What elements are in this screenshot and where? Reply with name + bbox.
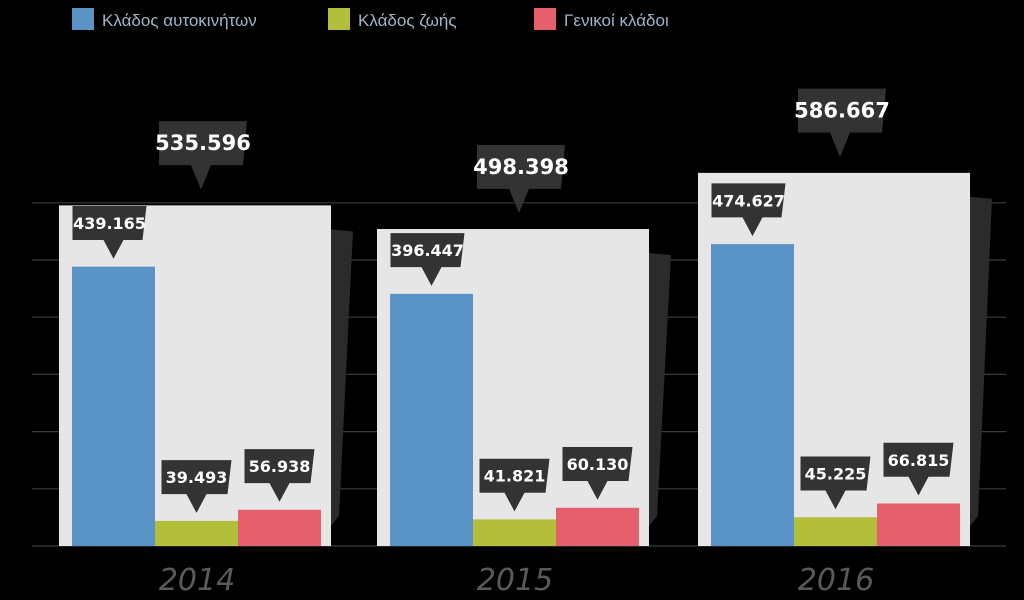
value-callout-text: 474.627 xyxy=(712,191,785,210)
value-callout: 66.815 xyxy=(883,442,954,496)
value-callout-box xyxy=(479,458,550,512)
value-callout-box xyxy=(800,456,871,510)
value-callout: 396.447 xyxy=(390,233,465,286)
value-callout: 60.130 xyxy=(562,447,633,500)
value-callout-box xyxy=(244,449,315,502)
total-callout-text: 498.398 xyxy=(473,155,569,179)
year-group: 439.165 39.493 56.938 535.596 2014 xyxy=(59,121,353,598)
bar xyxy=(238,509,321,546)
legend-label: Κλάδος ζωής xyxy=(358,11,457,30)
panel-shadow xyxy=(331,229,353,526)
value-callout: 41.821 xyxy=(479,458,550,512)
total-callout-text: 586.667 xyxy=(794,99,890,123)
bar xyxy=(794,517,877,546)
value-callout-box xyxy=(390,233,465,286)
legend-label: Κλάδος αυτοκινήτων xyxy=(102,11,257,30)
legend-item: Κλάδος αυτοκινήτων xyxy=(72,8,257,30)
legend: Κλάδος αυτοκινήτων Κλάδος ζωής Γενικοί κλά… xyxy=(72,8,669,30)
value-callout: 56.938 xyxy=(244,449,315,502)
value-callout-text: 45.225 xyxy=(805,465,867,484)
total-callout-box xyxy=(798,88,886,157)
value-callout: 474.627 xyxy=(711,183,786,237)
panel-shadow xyxy=(649,253,671,527)
bar xyxy=(390,293,473,546)
bar-groups: 439.165 39.493 56.938 535.596 2014 396.447 41.… xyxy=(59,88,992,598)
total-callout-text: 535.596 xyxy=(155,131,251,155)
value-callout: 45.225 xyxy=(800,456,871,510)
value-callout-text: 66.815 xyxy=(888,451,950,470)
value-callout-text: 56.938 xyxy=(249,457,311,476)
value-callout-box xyxy=(72,205,147,259)
legend-swatch xyxy=(534,8,556,30)
value-callout-text: 41.821 xyxy=(484,467,546,486)
year-label: 2016 xyxy=(798,563,874,598)
year-label: 2015 xyxy=(477,563,553,598)
value-callout-box xyxy=(562,447,633,500)
legend-swatch xyxy=(72,8,94,30)
bar xyxy=(711,244,794,547)
value-callout: 439.165 xyxy=(72,205,147,259)
bar xyxy=(556,507,639,546)
total-callout-box xyxy=(159,121,247,190)
bar xyxy=(473,519,556,546)
legend-label: Γενικοί κλάδοι xyxy=(564,11,669,30)
value-callout-box xyxy=(883,442,954,496)
legend-item: Κλάδος ζωής xyxy=(328,8,457,30)
total-callout: 535.596 xyxy=(155,121,251,190)
legend-item: Γενικοί κλάδοι xyxy=(534,8,669,30)
year-group: 474.627 45.225 66.815 586.667 2016 xyxy=(698,88,992,598)
value-callout-box xyxy=(161,460,232,513)
value-callout-text: 60.130 xyxy=(567,455,629,474)
value-callout: 39.493 xyxy=(161,460,232,513)
bar xyxy=(72,266,155,546)
legend-swatch xyxy=(328,8,350,30)
total-callout: 498.398 xyxy=(473,144,569,214)
year-label: 2014 xyxy=(159,563,235,598)
panel-shadow xyxy=(970,196,992,526)
value-callout-text: 396.447 xyxy=(391,241,464,260)
total-callout-box xyxy=(477,144,565,214)
year-group: 396.447 41.821 60.130 498.398 2015 xyxy=(377,144,671,598)
bar xyxy=(155,520,238,546)
value-callout-text: 39.493 xyxy=(166,468,228,487)
bar xyxy=(877,503,960,546)
value-callout-text: 439.165 xyxy=(73,214,146,233)
total-callout: 586.667 xyxy=(794,88,890,157)
value-callout-box xyxy=(711,183,786,237)
